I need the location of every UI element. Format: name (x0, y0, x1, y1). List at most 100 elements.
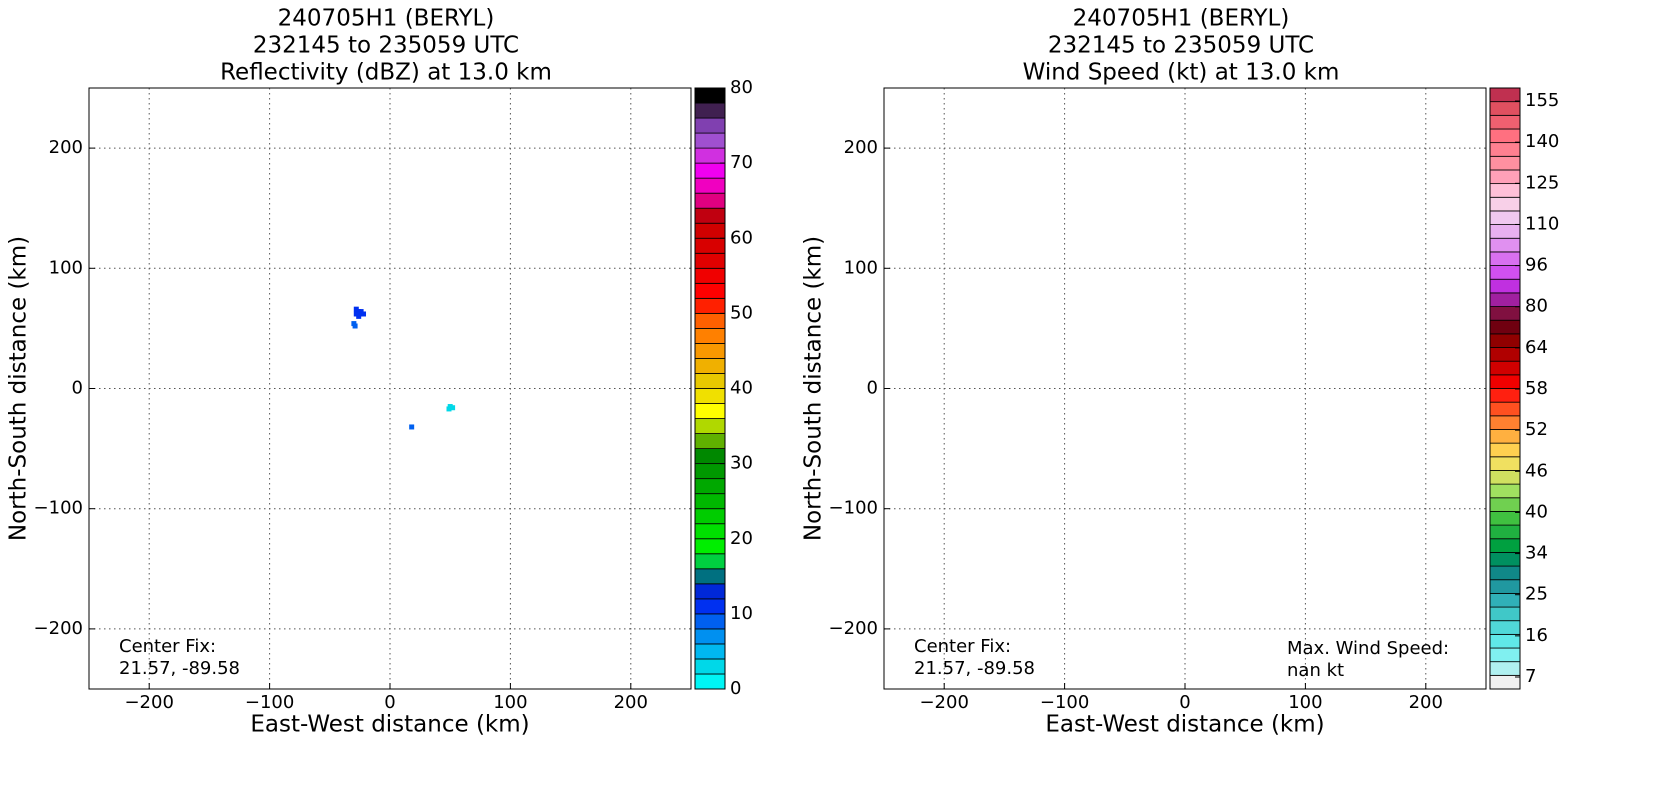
colorbar-tick-label: 40 (730, 378, 753, 399)
colorbar-band (1489, 333, 1521, 348)
colorbar-band (1489, 429, 1521, 444)
colorbar-band (694, 327, 726, 344)
colorbar-frame (1489, 87, 1521, 690)
colorbar-band (1489, 265, 1521, 280)
colorbar-band (1489, 606, 1521, 622)
colorbar-band (694, 147, 726, 164)
colorbar-tick-label: 20 (730, 528, 753, 549)
colorbar-band (1489, 456, 1521, 471)
x-tick-label: 100 (493, 692, 527, 713)
colorbar-band (1489, 278, 1521, 294)
colorbar-band (1489, 196, 1521, 212)
colorbar-band (694, 358, 726, 374)
reflectivity-pixel (409, 424, 415, 430)
annotation: Center Fix: (914, 636, 1011, 657)
colorbar-band (1489, 401, 1521, 417)
colorbar-band (694, 403, 726, 419)
x-tick-label: 0 (384, 692, 395, 713)
x-tick-label: −100 (245, 692, 294, 713)
annotation: nan kt (1287, 660, 1344, 681)
colorbar-band (1489, 511, 1521, 526)
colorbar-band (1489, 224, 1521, 239)
colorbar-band (694, 343, 726, 359)
chart-title: Wind Speed (kt) at 13.0 km (1023, 60, 1340, 86)
colorbar-band (694, 493, 726, 510)
colorbar-band (1489, 470, 1521, 485)
colorbar-band (1489, 292, 1521, 307)
colorbar-band (1489, 647, 1521, 663)
colorbar-band (694, 162, 726, 179)
colorbar-band (1489, 388, 1521, 403)
reflectivity-pixel (353, 311, 359, 317)
colorbar-tick-label: 70 (730, 152, 753, 173)
colorbar-band (694, 508, 726, 525)
reflectivity-pixel (446, 406, 452, 412)
colorbar-band (694, 102, 726, 119)
colorbar-band (694, 418, 726, 434)
colorbar-band (1489, 210, 1521, 225)
annotation: 21.57, -89.58 (914, 658, 1035, 679)
colorbar-band (1489, 347, 1521, 362)
chart-title: 240705H1 (BERYL) (278, 6, 495, 32)
colorbar-band (1489, 538, 1521, 553)
colorbar-tick-label: 30 (730, 453, 753, 474)
colorbar-tick-label: 64 (1525, 337, 1548, 358)
colorbar-band (1489, 415, 1521, 430)
colorbar-band (694, 282, 726, 299)
colorbar-band (694, 673, 726, 690)
colorbar-band (1489, 360, 1521, 376)
colorbar-band (1489, 620, 1521, 635)
colorbar-tick-label: 140 (1525, 131, 1559, 152)
colorbar-band (694, 117, 726, 134)
colorbar-band (694, 252, 726, 269)
x-tick-label: −200 (919, 692, 968, 713)
x-axis-label: East-West distance (km) (1045, 712, 1324, 738)
colorbar-tick-label: 7 (1525, 666, 1536, 687)
colorbar-band (1489, 552, 1521, 567)
annotation: 21.57, -89.58 (119, 658, 240, 679)
colorbar-band (1489, 319, 1521, 335)
y-tick-label: 200 (844, 137, 878, 158)
colorbar-tick-label: 46 (1525, 460, 1548, 481)
colorbar-tick-label: 0 (730, 678, 741, 699)
colorbar-band (694, 237, 726, 254)
colorbar-band (1489, 155, 1521, 171)
colorbar-band (694, 463, 726, 480)
y-axis-label: North-South distance (km) (6, 236, 32, 541)
y-tick-label: −100 (829, 498, 878, 519)
colorbar-band (694, 312, 726, 329)
plot-frame (883, 87, 1487, 690)
plot-frame (88, 87, 692, 690)
chart-title: 232145 to 235059 UTC (253, 33, 519, 59)
colorbar-band (694, 598, 726, 615)
colorbar-tick-label: 60 (730, 227, 753, 248)
colorbar-tick-label: 16 (1525, 625, 1548, 646)
colorbar-band (694, 87, 726, 104)
colorbar-band (694, 478, 726, 495)
colorbar-band (1489, 442, 1521, 458)
chart-title: 232145 to 235059 UTC (1048, 33, 1314, 59)
reflectivity-pixel (450, 405, 456, 411)
y-tick-label: −100 (34, 498, 83, 519)
colorbar-tick-label: 155 (1525, 90, 1559, 111)
colorbar-tick-label: 110 (1525, 213, 1559, 234)
colorbar-band (1489, 169, 1521, 185)
colorbar-band (1489, 251, 1521, 266)
colorbar-band (694, 297, 726, 314)
colorbar-band (1489, 306, 1521, 321)
colorbar-band (694, 583, 726, 600)
colorbar-band (694, 523, 726, 540)
colorbar-band (694, 207, 726, 224)
colorbar-tick-label: 80 (1525, 296, 1548, 317)
x-tick-label: 100 (1288, 692, 1322, 713)
colorbar-band (694, 222, 726, 239)
y-tick-label: −200 (829, 618, 878, 639)
chart-title: 240705H1 (BERYL) (1073, 6, 1290, 32)
colorbar-tick-label: 80 (730, 77, 753, 98)
x-tick-label: −200 (124, 692, 173, 713)
colorbar-band (1489, 524, 1521, 540)
colorbar-tick-label: 40 (1525, 501, 1548, 522)
colorbar-tick-label: 25 (1525, 584, 1548, 605)
colorbar-band (1489, 237, 1521, 253)
